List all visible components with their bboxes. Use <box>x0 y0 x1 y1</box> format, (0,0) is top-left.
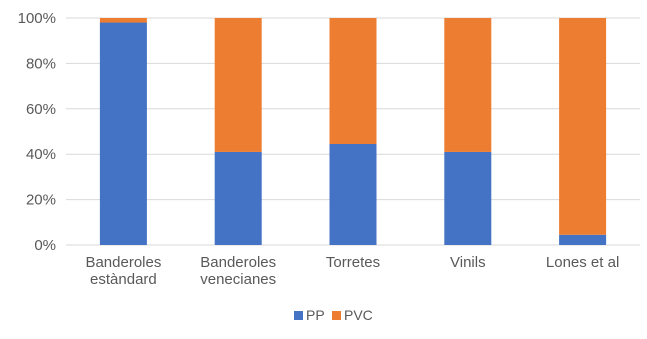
x-tick-label: Banderoles estàndard <box>85 254 161 288</box>
y-tick-label: 80% <box>26 55 56 72</box>
bar-segment-pp <box>444 151 492 245</box>
y-tick-label: 40% <box>26 146 56 163</box>
bar-segment-pvc <box>214 18 262 152</box>
y-axis-ticks: 0% 20% 40% 60% 80% 100% <box>18 10 56 254</box>
y-tick-label: 100% <box>18 10 56 27</box>
bar-segment-pvc <box>559 18 607 235</box>
legend-label-pvc: PVC <box>344 307 373 323</box>
y-tick-label: 60% <box>26 101 56 118</box>
x-tick-label: Vinils <box>450 254 486 271</box>
bar-segment-pp <box>559 234 607 245</box>
x-tick-label: Banderoles venecianes <box>200 254 276 288</box>
legend-swatch-pp <box>294 311 303 320</box>
x-tick-label: Torretes <box>326 254 380 271</box>
bar-segment-pp <box>214 151 262 245</box>
bar-segment-pp <box>99 22 147 246</box>
x-tick-label-line: Banderoles <box>85 254 161 271</box>
legend: PP PVC <box>294 307 373 323</box>
y-tick-label: 20% <box>26 192 56 209</box>
bars <box>99 18 607 246</box>
x-tick-label: Lones et al <box>546 254 619 271</box>
x-tick-label-line: Banderoles <box>200 254 276 271</box>
x-tick-label-line: estàndard <box>90 271 157 288</box>
y-tick-label: 0% <box>34 237 56 254</box>
bar-segment-pvc <box>329 18 377 144</box>
legend-label-pp: PP <box>306 307 325 323</box>
x-tick-label-line: Torretes <box>326 254 380 271</box>
legend-swatch-pvc <box>332 311 341 320</box>
x-tick-label-line: Lones et al <box>546 254 619 271</box>
bar-segment-pvc <box>99 18 147 23</box>
x-tick-label-line: Vinils <box>450 254 486 271</box>
x-tick-label-line: venecianes <box>200 271 276 288</box>
bar-segment-pp <box>329 143 377 245</box>
bar-segment-pvc <box>444 18 492 152</box>
